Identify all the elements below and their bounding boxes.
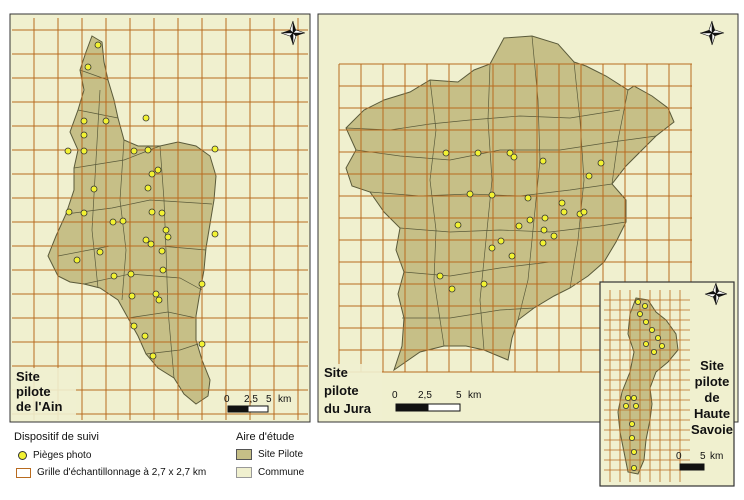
legend-site-label: Site Pilote [258, 449, 304, 460]
legend-item-grid: Grille d'échantillonnage à 2,7 x 2,7 km [16, 467, 206, 478]
ain-scale-unit: km [278, 394, 291, 405]
panel-savoie-frame [599, 281, 735, 487]
jura-scale-unit: km [468, 390, 481, 401]
panel-haute-savoie: Site pilote de Haute Savoie 0 5 km [599, 281, 735, 487]
savoie-label-line-2: pilote [695, 374, 730, 389]
grid-square-icon [16, 467, 31, 478]
ain-label-line-3: de l'Ain [16, 399, 62, 414]
jura-scale-bar: 0 2,5 5 km [392, 390, 481, 412]
jura-label-line-1: Site [324, 365, 348, 380]
ain-scale-tick-0: 0 [224, 394, 230, 405]
savoie-camera-traps [623, 298, 666, 471]
jura-scale-tick-1: 2,5 [418, 390, 432, 401]
ain-scale-bar: 0 2,5 5 km [224, 394, 291, 413]
legend-traps-label: Pièges photo [33, 450, 92, 461]
panel-ain: Site pilote de l'Ain 0 2,5 5 km [9, 13, 311, 423]
jura-site-polygon [345, 35, 675, 372]
legend-aire-title: Aire d'étude [236, 431, 295, 443]
savoie-label-line-5: Savoie [691, 422, 733, 437]
ain-label-line-2: pilote [16, 384, 51, 399]
jura-scale-tick-0: 0 [392, 390, 398, 401]
savoie-scale-tick-0: 0 [676, 451, 682, 462]
savoie-label: Site pilote de Haute Savoie [691, 358, 733, 437]
savoie-label-line-1: Site [700, 358, 724, 373]
savoie-scale-bar: 0 5 km [676, 451, 723, 471]
north-arrow-icon [699, 20, 725, 46]
ain-scale-tick-2: 5 [266, 394, 272, 405]
north-arrow-icon [280, 20, 306, 46]
jura-camera-traps [436, 149, 605, 293]
ain-camera-traps [64, 41, 219, 360]
jura-label-line-3: du Jura [324, 401, 372, 416]
savoie-label-line-3: de [704, 390, 719, 405]
ain-site-polygon [47, 35, 217, 405]
north-arrow-icon [704, 282, 728, 306]
savoie-scale-unit: km [710, 451, 723, 462]
site-pilote-swatch-icon [236, 449, 252, 460]
legend-commune-label: Commune [258, 467, 305, 478]
ain-scale-tick-1: 2,5 [244, 394, 258, 405]
camera-trap-icon [18, 451, 27, 460]
ain-sampling-grid [12, 18, 308, 420]
legend-item-commune: Commune [236, 467, 304, 478]
savoie-label-line-4: Haute [694, 406, 730, 421]
ain-commune-boundaries [57, 69, 213, 379]
savoie-sampling-grid [604, 290, 690, 482]
savoie-scale-tick-1: 5 [700, 451, 706, 462]
legend-dispositif-title: Dispositif de suivi [14, 431, 99, 443]
legend-item-site: Site Pilote [236, 449, 303, 460]
jura-label-line-2: pilote [324, 383, 359, 398]
commune-swatch-icon [236, 467, 252, 478]
jura-scale-tick-2: 5 [456, 390, 462, 401]
ain-label-line-1: Site [16, 369, 40, 384]
legend-item-traps: Pièges photo [18, 450, 91, 461]
legend-grid-label: Grille d'échantillonnage à 2,7 x 2,7 km [37, 467, 207, 478]
